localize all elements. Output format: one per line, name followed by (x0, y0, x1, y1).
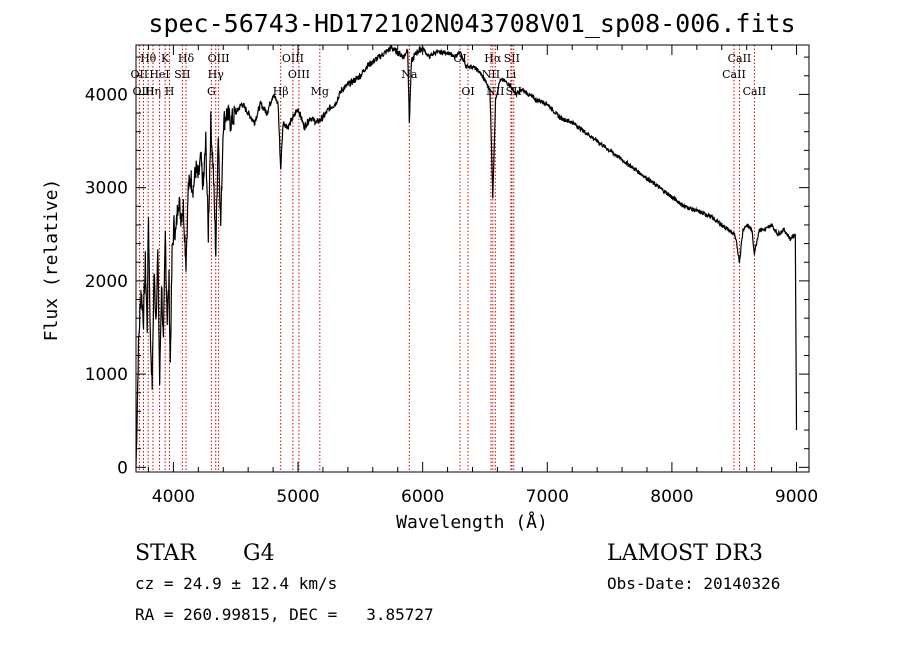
chart-title: spec-56743-HD172102N043708V01_sp08-006.f… (148, 9, 795, 38)
spectrum-series (135, 45, 798, 468)
redshift-readout: cz = 24.9 ± 12.4 km/s (135, 574, 337, 593)
line-marker-label: K (161, 52, 170, 65)
line-marker-label: OIII (288, 68, 310, 81)
y-tick-label: 4000 (85, 85, 128, 105)
y-axis-label: Flux (relative) (41, 179, 62, 342)
line-marker-label: Hα (484, 52, 502, 65)
x-tick-label: 6000 (401, 487, 444, 507)
line-marker-label: Hδ (178, 52, 195, 65)
line-marker-label: CaII (743, 85, 767, 98)
y-axis: 0 1000 2000 3000 4000 (85, 56, 809, 478)
x-tick-label: 9000 (775, 487, 818, 507)
object-class: STAR (135, 541, 197, 566)
line-marker-label: CaII (722, 68, 746, 81)
spectrum-info: STAR G4 LAMOST DR3 cz = 24.9 ± 12.4 km/s… (135, 541, 780, 624)
line-marker-label: CaII (728, 52, 752, 65)
line-marker-label: G (207, 85, 216, 98)
y-tick-label: 1000 (85, 365, 128, 385)
line-marker-label: H (165, 85, 175, 98)
line-marker-label: Mg (311, 85, 329, 98)
line-marker-label: HeI (149, 68, 169, 81)
x-tick-label: 8000 (650, 487, 693, 507)
line-marker-label: OII (131, 68, 149, 81)
line-marker-label: SII (504, 52, 520, 65)
observation-date: Obs-Date: 20140326 (607, 574, 780, 593)
line-marker-label: Hη (145, 85, 161, 98)
line-marker-label: Na (401, 68, 418, 81)
coordinates-readout: RA = 260.99815, DEC = 3.85727 (135, 605, 434, 624)
line-marker-label: Hθ (140, 52, 157, 65)
survey-name: LAMOST DR3 (607, 541, 763, 566)
x-tick-label: 4000 (152, 487, 195, 507)
line-marker-label: SII (174, 68, 190, 81)
line-marker-label: Hγ (208, 68, 225, 81)
line-marker-label: NII (486, 85, 504, 98)
x-tick-label: 5000 (276, 487, 319, 507)
y-tick-label: 2000 (85, 272, 128, 292)
line-marker-label: OIII (208, 52, 230, 65)
x-axis: 4000 5000 6000 7000 8000 9000 (147, 45, 818, 507)
line-marker-label: OIII (282, 52, 304, 65)
object-subclass: G4 (243, 541, 275, 566)
spectrum-line (135, 45, 798, 468)
y-tick-label: 0 (117, 458, 128, 478)
line-marker-label: Hβ (273, 85, 289, 98)
x-tick-label: 7000 (526, 487, 569, 507)
line-marker-label: Li (505, 68, 516, 81)
x-axis-label: Wavelength (Å) (396, 511, 548, 533)
line-marker-label: OI (461, 85, 474, 98)
y-tick-label: 3000 (85, 179, 128, 199)
